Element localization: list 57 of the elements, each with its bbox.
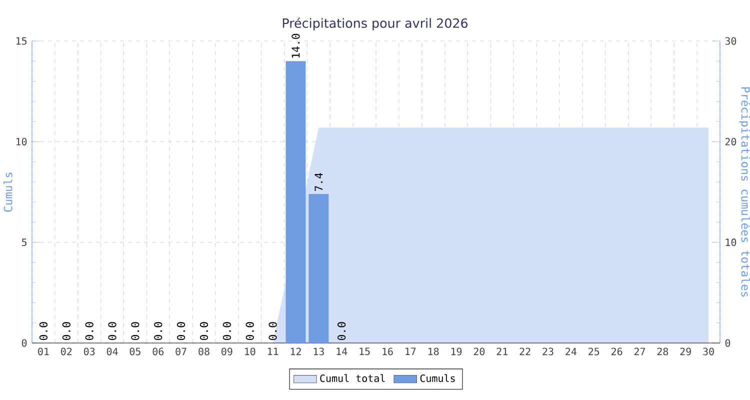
data-label: 7.4 (314, 172, 323, 192)
x-tick-label: 02 (61, 348, 72, 356)
data-label: 0.0 (268, 322, 277, 340)
x-tick-label: 25 (588, 348, 600, 356)
x-tick-label: 08 (198, 348, 210, 356)
x-tick-label: 10 (245, 348, 256, 356)
x-tick-label: 03 (84, 348, 95, 356)
x-tick-label: 05 (130, 348, 140, 356)
x-tick-label: 18 (428, 348, 439, 356)
data-label: 0.0 (62, 322, 70, 340)
y-tick-label: 15 (16, 37, 26, 45)
x-tick-label: 26 (612, 348, 622, 356)
x-tick-label: 16 (382, 348, 393, 356)
x-tick-label: 13 (314, 348, 324, 356)
x-tick-label: 01 (38, 348, 49, 356)
x-tick-label: 12 (290, 348, 301, 356)
data-label: 0.0 (85, 322, 94, 340)
data-label: 0.0 (222, 322, 231, 340)
y2-axis-title: Précipitations cumulées totales (739, 87, 750, 297)
x-tick-label: 28 (657, 348, 668, 356)
data-label: 14.0 (292, 34, 300, 58)
data-label: 0.0 (131, 322, 140, 340)
x-tick-label: 11 (268, 348, 278, 355)
y-tick-label: 0 (22, 339, 27, 347)
y-axis-title: Cumuls (3, 172, 12, 212)
x-tick-label: 22 (520, 348, 530, 356)
y-tick-label: 5 (22, 238, 26, 246)
x-tick-label: 06 (152, 348, 164, 356)
x-tick-label: 07 (176, 348, 186, 356)
data-label: 0.0 (108, 322, 116, 340)
x-tick-label: 20 (474, 348, 485, 356)
x-tick-label: 19 (451, 348, 462, 356)
chart-title: Précipitations pour avril 2026 (282, 18, 468, 30)
y2-tick-label: 10 (726, 238, 736, 246)
data-label: 0.0 (200, 322, 208, 340)
y2-tick-label: 20 (725, 138, 736, 146)
data-label: 0.0 (177, 322, 186, 340)
data-label: 0.0 (154, 322, 162, 340)
x-tick-label: 24 (566, 348, 576, 356)
data-label: 0.0 (39, 322, 48, 340)
x-tick-label: 27 (634, 348, 646, 356)
x-tick-label: 21 (496, 348, 508, 356)
y2-tick-label: 0 (725, 339, 730, 347)
x-tick-label: 09 (222, 348, 232, 356)
x-tick-label: 23 (542, 348, 554, 356)
x-tick-label: 17 (406, 348, 416, 355)
x-tick-label: 14 (336, 348, 348, 355)
x-tick-label: 30 (703, 348, 714, 356)
y-tick-label: 10 (16, 138, 27, 146)
legend-label: Cumul total (320, 374, 385, 382)
x-tick-label: 15 (360, 348, 370, 356)
data-label: 0.0 (338, 322, 346, 340)
data-label: 0.0 (246, 322, 254, 340)
y2-tick-label: 30 (725, 37, 736, 45)
x-tick-label: 29 (680, 348, 691, 356)
x-tick-label: 04 (106, 348, 118, 356)
legend-label: Cumuls (420, 374, 455, 382)
